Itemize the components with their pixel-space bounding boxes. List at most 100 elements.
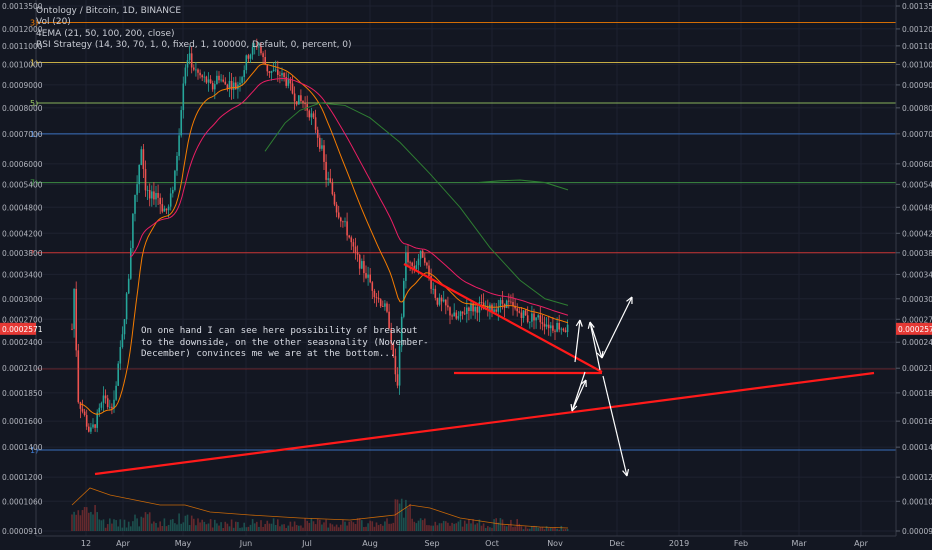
volume-bar — [468, 519, 470, 531]
left-tick-label: 0.0002100 — [2, 364, 43, 373]
scenario-arrow-5 — [571, 371, 586, 412]
volume-bar — [424, 518, 426, 531]
scenario-arrow-1 — [589, 321, 601, 371]
candle-body — [499, 300, 502, 307]
candle-body — [159, 197, 161, 205]
volume-bar — [172, 519, 174, 531]
symbol-title[interactable]: Ontology / Bitcoin, 1D, BINANCE — [36, 6, 182, 16]
volume-bar — [224, 521, 227, 531]
scenario-arrow-4 — [574, 319, 581, 363]
candle-body — [547, 324, 550, 329]
candle-body — [459, 311, 462, 317]
candle-body — [174, 170, 176, 190]
volume-bars — [71, 487, 569, 531]
candle-body — [552, 325, 554, 331]
volume-bar — [463, 520, 466, 531]
candle-body — [379, 299, 382, 307]
candle-body — [144, 169, 147, 191]
volume-bar — [451, 522, 453, 531]
fib-level-label: 1) — [30, 446, 38, 455]
candle-body — [184, 67, 187, 84]
candle-body — [449, 307, 451, 316]
volume-bar — [165, 526, 168, 531]
volume-bar — [447, 522, 449, 531]
candle-body — [495, 309, 497, 312]
candle-body — [403, 280, 405, 317]
volume-bar — [182, 522, 185, 531]
volume-bar — [184, 515, 187, 531]
volume-bar — [358, 518, 361, 531]
volume-bar — [547, 528, 550, 531]
candle-body — [445, 299, 447, 306]
candle-body — [287, 79, 290, 86]
ema-100-line — [264, 102, 569, 306]
time-axis[interactable]: 12 Apr May Jun Jul Aug Sep Oct Nov Dec 2019 Feb Mar A… — [36, 535, 896, 548]
candle-body — [352, 242, 355, 247]
right-price-axis[interactable]: 0.0013500 0.0012000 0.0011000 0.0010000 0.00… — [895, 0, 932, 536]
right-tick-label: 0.0001060 — [902, 497, 932, 506]
volume-indicator-label[interactable]: Vol (20) — [36, 17, 71, 27]
volume-bar — [524, 526, 527, 531]
candle-body — [516, 308, 518, 312]
ema-indicator-label[interactable]: 4EMA (21, 50, 100, 200, close) — [36, 29, 175, 39]
left-price-axis[interactable]: 0.0013500 0.0012000 0.0011000 0.0010000 0.00… — [0, 0, 43, 536]
candle-body — [325, 161, 327, 180]
volume-bar — [243, 522, 245, 531]
volume-bar — [470, 523, 472, 531]
current-price-text: 0.0002571 — [898, 325, 932, 334]
candle-body — [316, 129, 319, 138]
candle-body — [186, 60, 189, 68]
volume-bar — [365, 526, 367, 531]
candle-body — [209, 79, 212, 84]
candle-body — [195, 69, 197, 71]
volume-bar — [214, 519, 216, 531]
candle-body — [245, 55, 248, 71]
volume-bar — [487, 526, 489, 531]
volume-bar — [564, 529, 567, 531]
candle-body — [285, 77, 287, 86]
candle-body — [88, 426, 90, 432]
fib-level-lines: 3) 1) 5) 1) 7)? 1) — [30, 19, 896, 455]
candle-body — [193, 67, 195, 70]
candle-body — [438, 297, 441, 305]
volume-bar — [251, 519, 254, 531]
rsi-strategy-label[interactable]: RSI Strategy (14, 30, 70, 1, 0, fixed, 1… — [36, 40, 352, 50]
volume-bar — [409, 503, 411, 531]
volume-bar — [169, 519, 172, 531]
volume-bar — [354, 524, 357, 531]
chart-annotation-note[interactable]: On one hand I can see here possibility o… — [141, 325, 429, 360]
candle-body — [535, 317, 537, 321]
candle-body — [279, 74, 281, 76]
volume-bar — [352, 522, 355, 531]
volume-bar — [264, 524, 266, 531]
candle-body — [203, 76, 206, 78]
candle-body — [415, 265, 418, 270]
candle-body — [558, 322, 560, 330]
volume-bar — [505, 526, 508, 531]
candle-body — [505, 300, 508, 308]
volume-bar — [377, 525, 380, 531]
candle-body — [421, 250, 424, 258]
volume-bar — [499, 518, 502, 531]
candle-body — [407, 252, 409, 263]
candle-body — [176, 155, 178, 171]
fib-level-label: 1) — [30, 58, 38, 67]
candle-body — [117, 363, 119, 386]
candle-body — [277, 69, 279, 75]
candle-body — [356, 252, 359, 255]
volume-bar — [480, 525, 483, 531]
candle-body — [531, 313, 533, 322]
volume-bar — [411, 518, 413, 531]
candle-body — [501, 300, 504, 304]
candle-body — [251, 47, 254, 55]
candle-body — [226, 84, 229, 89]
volume-bar — [94, 505, 96, 531]
candle-body — [92, 424, 94, 428]
right-tick-label: 0.0009000 — [902, 81, 932, 90]
scenario-arrow-6-head — [580, 379, 587, 388]
candle-body — [178, 135, 180, 156]
volume-bar — [453, 523, 455, 531]
candle-body — [447, 305, 449, 308]
candle-body — [241, 77, 243, 83]
